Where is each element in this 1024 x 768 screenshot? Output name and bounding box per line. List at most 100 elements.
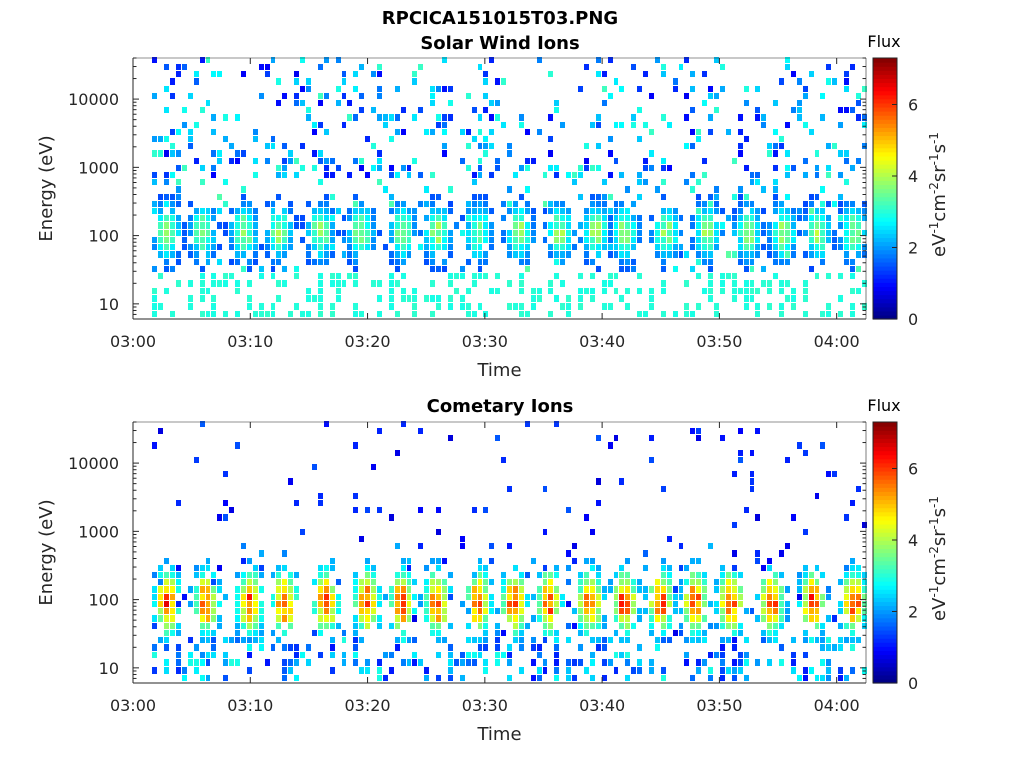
flux-cell [637, 215, 642, 221]
colorbar-swatch [873, 483, 897, 488]
flux-cell [418, 659, 423, 666]
flux-cell [602, 194, 607, 200]
flux-cell [495, 78, 500, 85]
flux-cell [548, 280, 553, 287]
flux-cell [377, 586, 382, 593]
flux-cell [614, 630, 618, 636]
flux-cell [241, 71, 246, 77]
flux-cell [472, 579, 477, 585]
flux-cell [767, 558, 772, 564]
flux-cell [661, 230, 666, 236]
flux-cell [761, 565, 766, 571]
flux-cell [708, 114, 713, 121]
flux-cell [288, 478, 293, 485]
flux-cell [590, 637, 595, 643]
flux-cell [300, 652, 305, 658]
flux-cell [732, 615, 737, 622]
flux-cell [649, 237, 654, 243]
flux-cell [519, 244, 524, 250]
flux-cell [294, 675, 299, 681]
flux-cell [418, 201, 423, 207]
colorbar-swatch [873, 634, 897, 639]
flux-cell [282, 630, 287, 636]
colorbar-tick-label: 0 [908, 310, 918, 329]
flux-cell [637, 667, 642, 674]
flux-cell [661, 601, 666, 607]
flux-cell [631, 122, 636, 128]
flux-cell [726, 623, 731, 629]
flux-cell [442, 244, 447, 250]
flux-cell [170, 78, 175, 85]
flux-cell [590, 659, 595, 666]
flux-cell [809, 601, 814, 607]
colorbar-swatch [873, 564, 897, 570]
flux-cell [152, 652, 157, 658]
flux-cell [353, 507, 358, 513]
colorbar-swatch [873, 98, 897, 104]
flux-cell [353, 572, 358, 578]
flux-cell [826, 311, 831, 317]
flux-cell [773, 630, 778, 636]
flux-cell [259, 273, 264, 279]
flux-cell [353, 194, 358, 200]
flux-cell [330, 273, 335, 279]
flux-cell [803, 93, 808, 99]
flux-cell [235, 222, 240, 229]
flux-cell [158, 208, 163, 214]
flux-cell [525, 158, 530, 164]
flux-cell [537, 652, 542, 658]
flux-cell [690, 86, 695, 92]
flux-cell [206, 237, 210, 243]
flux-cell [631, 586, 636, 593]
flux-cell [466, 659, 471, 666]
colorbar-swatch [873, 78, 897, 84]
flux-cell [815, 565, 819, 571]
flux-cell [472, 608, 477, 614]
flux-cell [661, 158, 666, 164]
flux-cell [217, 150, 222, 157]
flux-cell [684, 579, 689, 585]
flux-cell [850, 579, 855, 585]
flux-cell [336, 288, 341, 294]
flux-cell [282, 586, 287, 593]
flux-cell [797, 78, 802, 85]
flux-cell [430, 172, 435, 178]
flux-cell [809, 586, 814, 593]
flux-cell [253, 637, 258, 643]
flux-cell [206, 222, 210, 229]
flux-cell [856, 114, 861, 121]
flux-cell [365, 208, 370, 214]
flux-cell [347, 100, 352, 106]
flux-cell [584, 667, 589, 674]
colorbar-swatch [873, 434, 897, 439]
flux-cell [282, 615, 287, 622]
flux-cell [229, 244, 234, 250]
flux-cell [507, 644, 512, 651]
flux-cell [614, 215, 618, 221]
flux-cell [466, 623, 471, 629]
flux-cell [596, 122, 601, 128]
flux-cell [543, 222, 547, 229]
flux-cell [661, 179, 666, 185]
flux-cell [785, 295, 790, 302]
flux-cell [773, 165, 778, 171]
flux-cell [472, 222, 477, 229]
flux-cell [318, 222, 323, 229]
flux-cell [714, 222, 719, 229]
flux-cell [791, 295, 796, 302]
flux-cell [856, 608, 861, 614]
flux-cell [253, 158, 258, 164]
flux-cell [513, 615, 518, 622]
flux-cell [259, 565, 264, 571]
flux-cell [554, 165, 559, 171]
flux-cell [395, 230, 400, 236]
flux-cell [188, 303, 193, 310]
flux-cell [608, 586, 613, 593]
colorbar-swatch [873, 204, 897, 210]
flux-cell [732, 579, 737, 585]
flux-cell [838, 579, 843, 585]
flux-cell [850, 64, 855, 70]
flux-cell [584, 165, 589, 171]
flux-cell [483, 637, 488, 643]
flux-cell [850, 288, 855, 294]
